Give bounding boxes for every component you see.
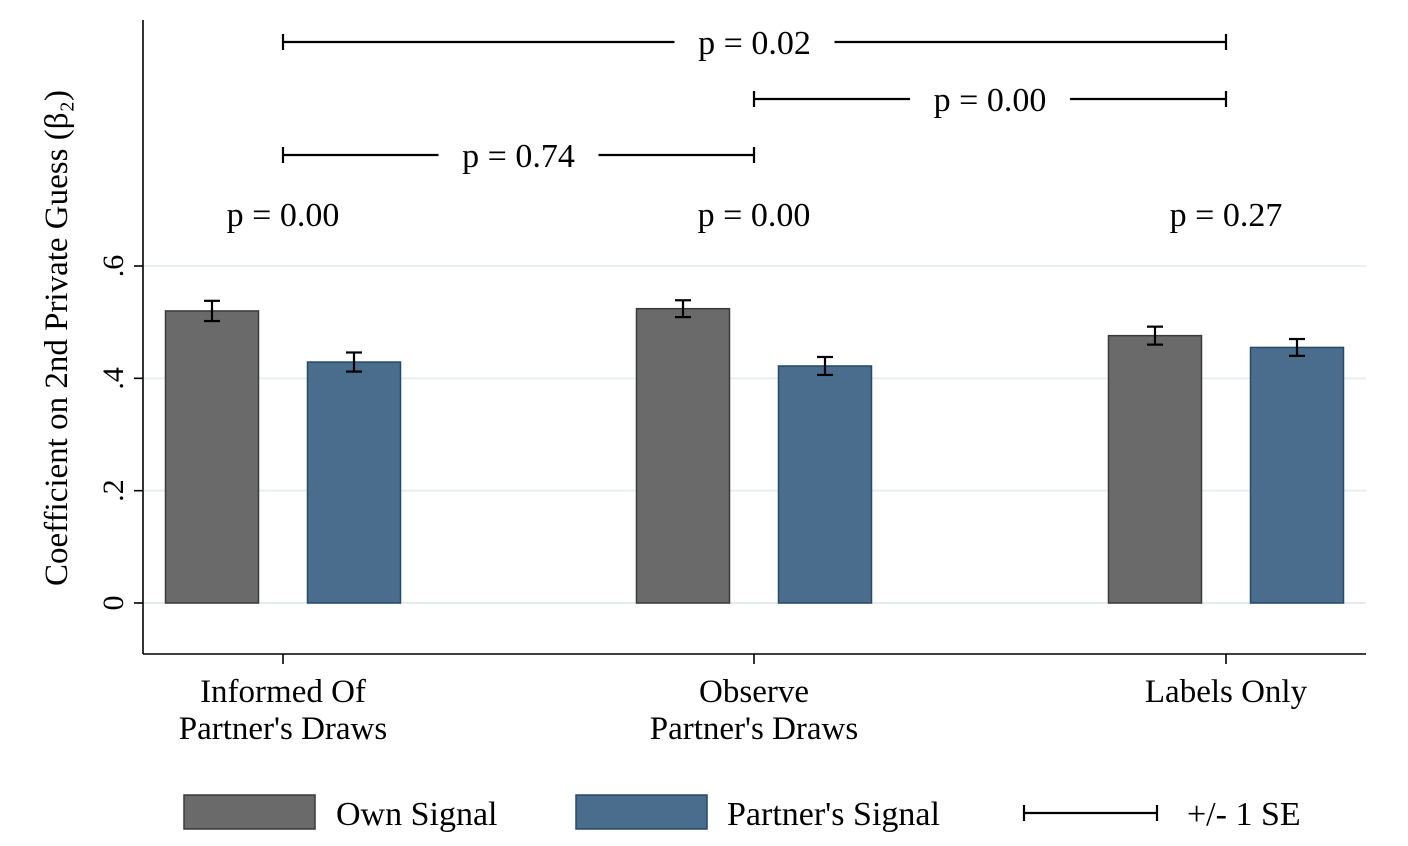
y-tick-label-1: .2 [97,479,130,502]
legend-label-1: Partner's Signal [727,796,940,833]
bar-1-2 [1249,346,1345,604]
comparison-pvalue-0: p = 0.02 [698,25,811,62]
y-tick-label-2: .4 [97,367,130,390]
legend-label-0: Own Signal [336,796,498,833]
y-tick-label-0: 0 [97,596,130,611]
within-pvalue-2: p = 0.27 [1170,197,1283,234]
comparison-pvalue-1: p = 0.00 [934,82,1047,119]
legend-swatch-0 [183,794,316,830]
category-label-1-0: Observe [699,674,809,710]
legend-swatch-1 [575,794,708,830]
bar-1-1 [777,365,873,604]
category-label-0-1: Partner's Draws [179,711,387,747]
y-axis-label: Coefficient on 2nd Private Guess (β₂) [39,90,75,586]
comparison-pvalue-2: p = 0.74 [462,138,575,175]
category-label-0-0: Informed Of [200,674,366,710]
y-tick-label-3: .6 [97,255,130,278]
bar-0-2 [1107,334,1203,604]
category-label-2-0: Labels Only [1145,674,1308,710]
within-pvalue-0: p = 0.00 [227,197,340,234]
within-pvalue-1: p = 0.00 [698,197,811,234]
bar-0-0 [164,310,260,604]
legend-se-label: +/- 1 SE [1187,796,1301,833]
category-label-1-1: Partner's Draws [650,711,858,747]
bar-0-1 [635,307,731,604]
bar-1-0 [306,361,402,604]
